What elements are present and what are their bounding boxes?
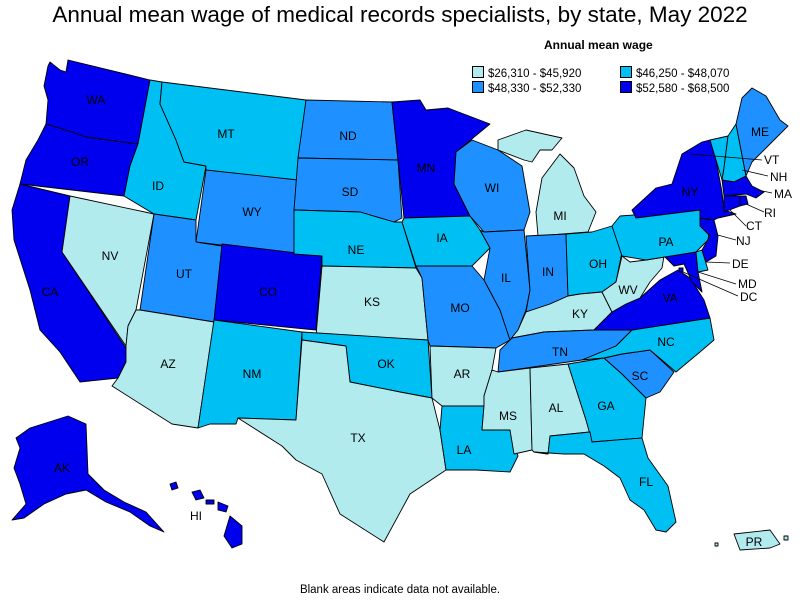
- state-label-ak: AK: [54, 461, 70, 475]
- state-wi[interactable]: [453, 139, 531, 233]
- state-label-ny: NY: [682, 185, 699, 199]
- state-label-wv: WV: [618, 283, 637, 297]
- state-label-tn: TN: [552, 345, 568, 359]
- state-label-va: VA: [662, 291, 677, 305]
- legend-swatch: [472, 81, 484, 93]
- state-label-mt: MT: [217, 127, 235, 141]
- legend-swatch: [472, 66, 484, 78]
- state-nc[interactable]: [581, 317, 715, 373]
- legend-label: $52,580 - $68,500: [636, 83, 730, 95]
- state-label-mo: MO: [450, 301, 469, 315]
- legend-swatch: [620, 66, 632, 78]
- state-ny[interactable]: [631, 139, 737, 221]
- state-label-wi: WI: [485, 181, 500, 195]
- legend-label: $48,330 - $52,330: [488, 83, 582, 95]
- state-label-ms: MS: [499, 409, 517, 423]
- leader-line-nh: [741, 169, 769, 177]
- state-nm[interactable]: [197, 319, 303, 429]
- state-label-ia: IA: [436, 231, 447, 245]
- state-label-vt: VT: [764, 153, 780, 167]
- state-label-la: LA: [457, 443, 472, 457]
- state-ak[interactable]: [11, 415, 165, 533]
- legend-item-tier-2: $46,250 - $48,070: [620, 66, 729, 80]
- state-label-nd: ND: [339, 129, 357, 143]
- state-label-ut: UT: [176, 267, 193, 281]
- legend-label: $26,310 - $45,920: [488, 68, 582, 80]
- page-title: Annual mean wage of medical records spec…: [52, 2, 748, 27]
- state-ct[interactable]: [723, 195, 741, 213]
- legend-label: $46,250 - $48,070: [636, 68, 730, 80]
- state-label-al: AL: [549, 401, 564, 415]
- leader-line-md: [697, 271, 737, 285]
- state-pr-islet[interactable]: [714, 535, 789, 547]
- state-label-tx: TX: [350, 431, 365, 445]
- legend-swatch: [620, 81, 632, 93]
- state-label-wa: WA: [87, 93, 106, 107]
- state-label-me: ME: [751, 125, 769, 139]
- leader-line-dc: [682, 271, 739, 297]
- state-label-ar: AR: [454, 367, 471, 381]
- state-label-ga: GA: [597, 399, 614, 413]
- state-label-pa: PA: [658, 235, 673, 249]
- state-hi[interactable]: [169, 481, 243, 549]
- state-label-or: OR: [71, 155, 89, 169]
- state-label-dc: DC: [740, 290, 758, 304]
- state-label-nc: NC: [657, 335, 675, 349]
- leader-line-ct: [729, 209, 747, 227]
- state-label-oh: OH: [589, 257, 607, 271]
- state-label-id: ID: [152, 179, 164, 193]
- state-label-sc: SC: [632, 369, 649, 383]
- state-label-sd: SD: [342, 185, 359, 199]
- state-wv[interactable]: [601, 255, 665, 313]
- state-label-il: IL: [501, 271, 511, 285]
- state-dc[interactable]: [678, 267, 684, 273]
- legend-item-tier-3: $48,330 - $52,330: [472, 81, 581, 95]
- state-label-nv: NV: [102, 249, 119, 263]
- state-label-az: AZ: [160, 357, 175, 371]
- state-label-nj: NJ: [736, 234, 751, 248]
- state-label-ky: KY: [572, 307, 588, 321]
- state-label-hi: HI: [190, 509, 202, 523]
- legend-item-tier-4: $52,580 - $68,500: [620, 81, 729, 95]
- state-label-md: MD: [738, 277, 757, 291]
- leader-line-de: [705, 261, 731, 264]
- state-me[interactable]: [735, 87, 789, 177]
- footnote: Blank areas indicate data not available.: [299, 584, 501, 596]
- leader-line-ma: [757, 189, 773, 194]
- state-label-ne: NE: [348, 243, 365, 257]
- state-label-ma: MA: [774, 187, 792, 201]
- state-ma[interactable]: [721, 175, 765, 199]
- state-label-ca: CA: [42, 285, 59, 299]
- state-pr[interactable]: [733, 529, 781, 551]
- legend-title: Annual mean wage: [544, 38, 653, 52]
- state-de[interactable]: [695, 249, 709, 273]
- state-label-in: IN: [542, 265, 554, 279]
- state-tx[interactable]: [237, 339, 447, 543]
- state-mo[interactable]: [415, 265, 511, 349]
- state-label-nm: NM: [243, 367, 262, 381]
- state-label-nh: NH: [770, 170, 787, 184]
- state-co[interactable]: [213, 243, 323, 331]
- legend-item-tier-1: $26,310 - $45,920: [472, 66, 581, 80]
- state-label-de: DE: [732, 257, 749, 271]
- state-mi[interactable]: [497, 129, 597, 237]
- state-label-fl: FL: [639, 475, 653, 489]
- leader-line-vt: [689, 153, 763, 161]
- state-ri[interactable]: [739, 195, 749, 207]
- leader-line-ri: [745, 203, 765, 213]
- state-label-ri: RI: [764, 206, 776, 220]
- state-label-mi: MI: [553, 209, 566, 223]
- state-label-ct: CT: [746, 219, 763, 233]
- state-label-ks: KS: [364, 295, 380, 309]
- state-label-ok: OK: [377, 357, 394, 371]
- state-label-co: CO: [259, 285, 277, 299]
- state-label-mn: MN: [417, 161, 436, 175]
- state-label-wy: WY: [242, 205, 261, 219]
- leader-line-nj: [713, 233, 737, 241]
- state-fl[interactable]: [533, 431, 677, 533]
- state-label-pr: PR: [746, 535, 763, 549]
